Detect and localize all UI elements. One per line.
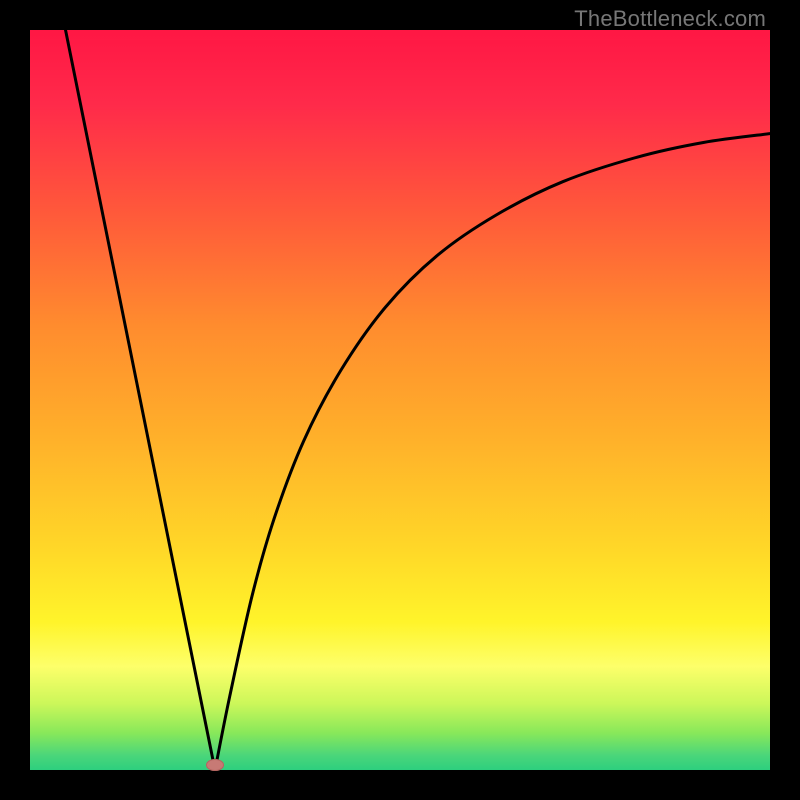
plot-area xyxy=(30,30,770,770)
watermark-text: TheBottleneck.com xyxy=(574,6,766,32)
curve-path xyxy=(66,30,770,770)
chart-frame: TheBottleneck.com xyxy=(0,0,800,800)
minimum-marker xyxy=(206,759,224,771)
bottleneck-curve xyxy=(30,30,770,770)
